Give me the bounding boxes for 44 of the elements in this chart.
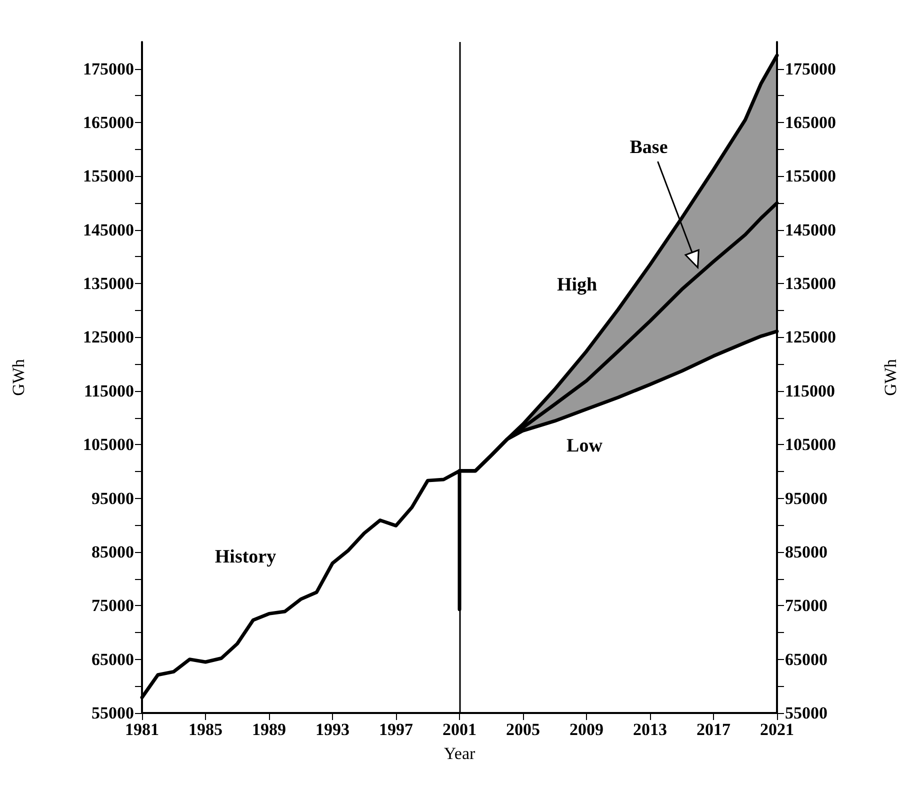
y2-tick-label: 85000: [785, 542, 828, 562]
y-tick-label: 165000: [83, 113, 134, 132]
y2-tick-label: 115000: [785, 381, 836, 400]
y-tick-label: 65000: [92, 650, 134, 669]
y-tick-label: 155000: [83, 166, 134, 186]
x-tick-label: 1993: [316, 720, 350, 739]
x-tick-label: 1997: [379, 720, 414, 739]
y2-tick-label: 65000: [785, 650, 828, 669]
y-tick-label: 95000: [92, 488, 134, 508]
y2-tick-label: 135000: [785, 274, 836, 294]
x-axis-title: Year: [444, 744, 476, 763]
y2-tick-label: 75000: [785, 596, 828, 616]
y2-tick-label: 175000: [785, 59, 836, 78]
text: History: [214, 546, 277, 568]
x-tick-label: 1981: [125, 720, 159, 739]
y-tick-label: 85000: [92, 542, 134, 562]
x-tick-label: 2001: [442, 720, 476, 739]
y2-axis-title: GWh: [881, 358, 900, 396]
x-tick-label: 2017: [696, 720, 731, 739]
y-tick-label: 55000: [92, 704, 134, 722]
y2-tick-label: 145000: [785, 220, 836, 240]
y2-tick-label: 165000: [785, 113, 836, 132]
y2-tick-label: 125000: [785, 328, 836, 347]
y-tick-label: 125000: [83, 328, 134, 347]
x-tick-label: 2021: [760, 720, 794, 739]
text: Base: [630, 136, 668, 158]
y2-tick-label: 155000: [785, 166, 836, 186]
x-tick-label: 2005: [506, 720, 540, 739]
y-tick-label: 105000: [83, 435, 134, 454]
y-axis-title: GWh: [9, 358, 28, 396]
y-tick-label: 115000: [84, 381, 134, 400]
y-tick-label: 145000: [83, 220, 134, 240]
x-tick-label: 2013: [633, 720, 667, 739]
series-label: Low: [566, 436, 603, 457]
y2-tick-label: 55000: [785, 704, 828, 722]
y-tick-label: 135000: [83, 274, 134, 294]
x-tick-label: 1985: [188, 720, 222, 739]
x-tick-label: 2009: [570, 720, 604, 739]
y-tick-label: 175000: [83, 59, 134, 78]
y-tick-label: 75000: [92, 596, 134, 616]
series-label: High: [556, 274, 598, 296]
y2-tick-label: 95000: [785, 488, 828, 508]
y2-tick-label: 105000: [785, 435, 836, 454]
x-tick-label: 1989: [252, 720, 286, 739]
